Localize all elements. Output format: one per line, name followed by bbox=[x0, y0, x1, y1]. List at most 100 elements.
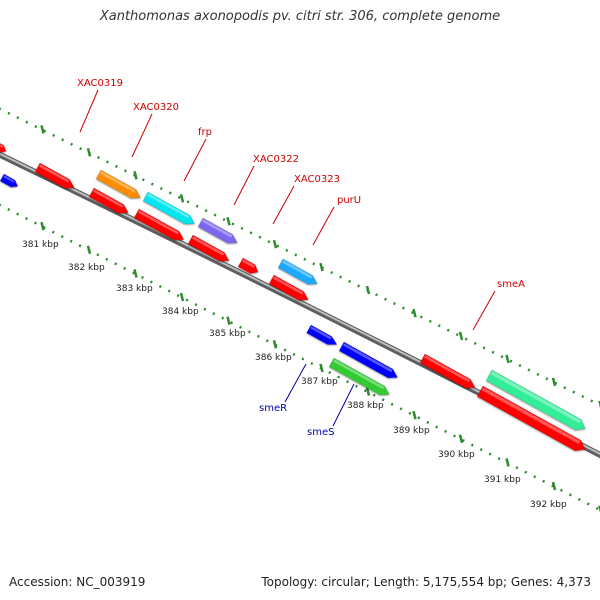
ruler-tick-label: 381 kbp bbox=[22, 240, 59, 250]
ruler-tick-label: 382 kbp bbox=[68, 263, 105, 273]
lower-tick-lane bbox=[0, 203, 600, 512]
gene-feature-arrow[interactable] bbox=[142, 191, 197, 228]
gene-feature-highlight bbox=[282, 260, 313, 279]
gene-label[interactable]: smeA bbox=[497, 279, 525, 290]
ruler-tick-mark bbox=[365, 387, 371, 396]
gene-feature-highlight bbox=[481, 387, 581, 444]
ruler-tick-mark bbox=[179, 193, 185, 203]
gene-label-leader bbox=[332, 383, 355, 427]
ruler-tick-label: 383 kbp bbox=[116, 284, 153, 294]
gene-feature-arrow[interactable] bbox=[0, 173, 20, 190]
ruler-tick-mark bbox=[551, 377, 557, 387]
gene-feature-highlight bbox=[242, 259, 255, 268]
accession-text: Accession: NC_003919 bbox=[9, 575, 146, 589]
gene-feature-highlight bbox=[100, 171, 136, 193]
gene-feature-body bbox=[0, 173, 19, 188]
gene-label[interactable]: XAC0323 bbox=[294, 174, 340, 185]
gene-feature-arrow[interactable] bbox=[476, 385, 588, 455]
ruler-tick-mark bbox=[272, 339, 278, 349]
gene-labels: XAC0319 XAC0320 frp XAC0322 XAC0323 purU smeA s… bbox=[77, 78, 525, 438]
gene-label[interactable]: frp bbox=[198, 127, 212, 138]
gene-label-leader bbox=[272, 185, 295, 225]
gene-feature-highlight bbox=[147, 193, 190, 219]
ruler-tick-mark bbox=[272, 239, 278, 249]
ruler-tick-mark bbox=[458, 434, 464, 444]
gene-feature-arrow[interactable] bbox=[485, 369, 588, 434]
gene-label-leader bbox=[183, 138, 207, 182]
gene-feature-arrow[interactable] bbox=[277, 258, 320, 288]
gene-feature-arrow[interactable] bbox=[88, 187, 131, 217]
ruler-tick-mark bbox=[551, 481, 557, 491]
upper-tick-lane bbox=[0, 107, 600, 407]
ruler-tick-mark bbox=[505, 354, 510, 364]
gene-feature-arrow[interactable] bbox=[419, 353, 477, 392]
gene-label-leader bbox=[284, 363, 307, 403]
gene-feature-highlight bbox=[343, 343, 393, 373]
gene-feature-highlight bbox=[39, 164, 70, 183]
ruler-tick-mark bbox=[40, 125, 45, 134]
ruler-tick-label: 384 kbp bbox=[162, 307, 199, 317]
gene-feature-highlight bbox=[3, 175, 15, 183]
ruler-tick-mark bbox=[458, 331, 464, 341]
gene-feature-highlight bbox=[138, 210, 179, 235]
gene-label-leader bbox=[312, 206, 335, 246]
gene-label[interactable]: XAC0322 bbox=[253, 154, 299, 165]
gene-label[interactable]: smeS bbox=[307, 427, 334, 438]
gene-label[interactable]: smeR bbox=[259, 403, 287, 414]
gene-feature-highlight bbox=[192, 236, 225, 256]
gene-feature-highlight bbox=[273, 276, 304, 295]
gene-feature-arrow[interactable] bbox=[338, 341, 400, 382]
gene-label[interactable]: XAC0319 bbox=[77, 78, 123, 89]
ruler-tick-mark bbox=[319, 262, 324, 272]
gene-label[interactable]: XAC0320 bbox=[133, 102, 179, 113]
gene-feature-highlight bbox=[202, 219, 233, 238]
ruler-tick-label: 390 kbp bbox=[438, 450, 475, 460]
ruler-tick-label: 388 kbp bbox=[347, 401, 384, 411]
ruler-tick-label: 392 kbp bbox=[530, 500, 567, 510]
gene-feature-arrow[interactable] bbox=[133, 208, 186, 244]
gene-feature-highlight bbox=[310, 326, 332, 340]
ruler-tick-mark bbox=[179, 292, 185, 302]
gene-feature-arrow[interactable] bbox=[187, 234, 231, 265]
gene-label[interactable]: purU bbox=[337, 195, 361, 206]
gene-feature-highlight bbox=[333, 359, 385, 390]
gene-feature-arrow[interactable] bbox=[328, 357, 392, 399]
gene-feature-highlight bbox=[93, 189, 124, 208]
ruler-tick-mark bbox=[319, 363, 324, 373]
gene-feature-arrow[interactable] bbox=[95, 169, 143, 202]
gene-label-leader bbox=[472, 290, 496, 331]
gene-feature-arrow[interactable] bbox=[34, 162, 77, 192]
gene-feature-highlight bbox=[0, 141, 4, 148]
ruler-tick-mark bbox=[226, 216, 231, 226]
ruler-tick-mark bbox=[412, 308, 417, 318]
gene-label-leader bbox=[233, 165, 255, 206]
ruler-tick-label: 391 kbp bbox=[484, 475, 521, 485]
gene-feature-arrow[interactable] bbox=[237, 257, 260, 276]
gene-label-leader bbox=[79, 89, 99, 133]
ruler-tick-mark bbox=[86, 245, 92, 255]
ruler-tick-mark bbox=[133, 269, 138, 278]
ruler-tick-mark bbox=[86, 148, 92, 157]
gene-feature-arrow[interactable] bbox=[0, 139, 8, 155]
gene-feature-arrow[interactable] bbox=[197, 217, 240, 247]
gene-feature-highlight bbox=[424, 355, 470, 383]
ruler-tick-mark bbox=[40, 221, 45, 231]
ruler-tick-label: 385 kbp bbox=[209, 329, 246, 339]
ruler-tick-mark bbox=[365, 285, 371, 295]
gene-label-leader bbox=[131, 113, 153, 158]
ruler-tick-label: 386 kbp bbox=[255, 353, 292, 363]
ruler-tick-mark bbox=[226, 316, 231, 325]
gene-feature-body bbox=[0, 139, 7, 153]
gene-feature-arrow[interactable] bbox=[306, 324, 339, 348]
map-title: Xanthomonas axonopodis pv. citri str. 30… bbox=[99, 9, 501, 24]
ruler-tick-mark bbox=[412, 410, 417, 420]
feature-track bbox=[0, 139, 588, 455]
gene-feature-highlight bbox=[490, 371, 581, 424]
ruler-tick-label: 387 kbp bbox=[301, 377, 338, 387]
ruler-tick-mark bbox=[133, 171, 138, 180]
gene-feature-arrow[interactable] bbox=[268, 274, 311, 304]
tick-lanes bbox=[0, 107, 600, 513]
ruler-labels: 381 kbp 382 kbp 383 kbp 384 kbp 385 kbp 386 k… bbox=[22, 240, 567, 510]
ruler-tick-label: 389 kbp bbox=[393, 426, 430, 436]
